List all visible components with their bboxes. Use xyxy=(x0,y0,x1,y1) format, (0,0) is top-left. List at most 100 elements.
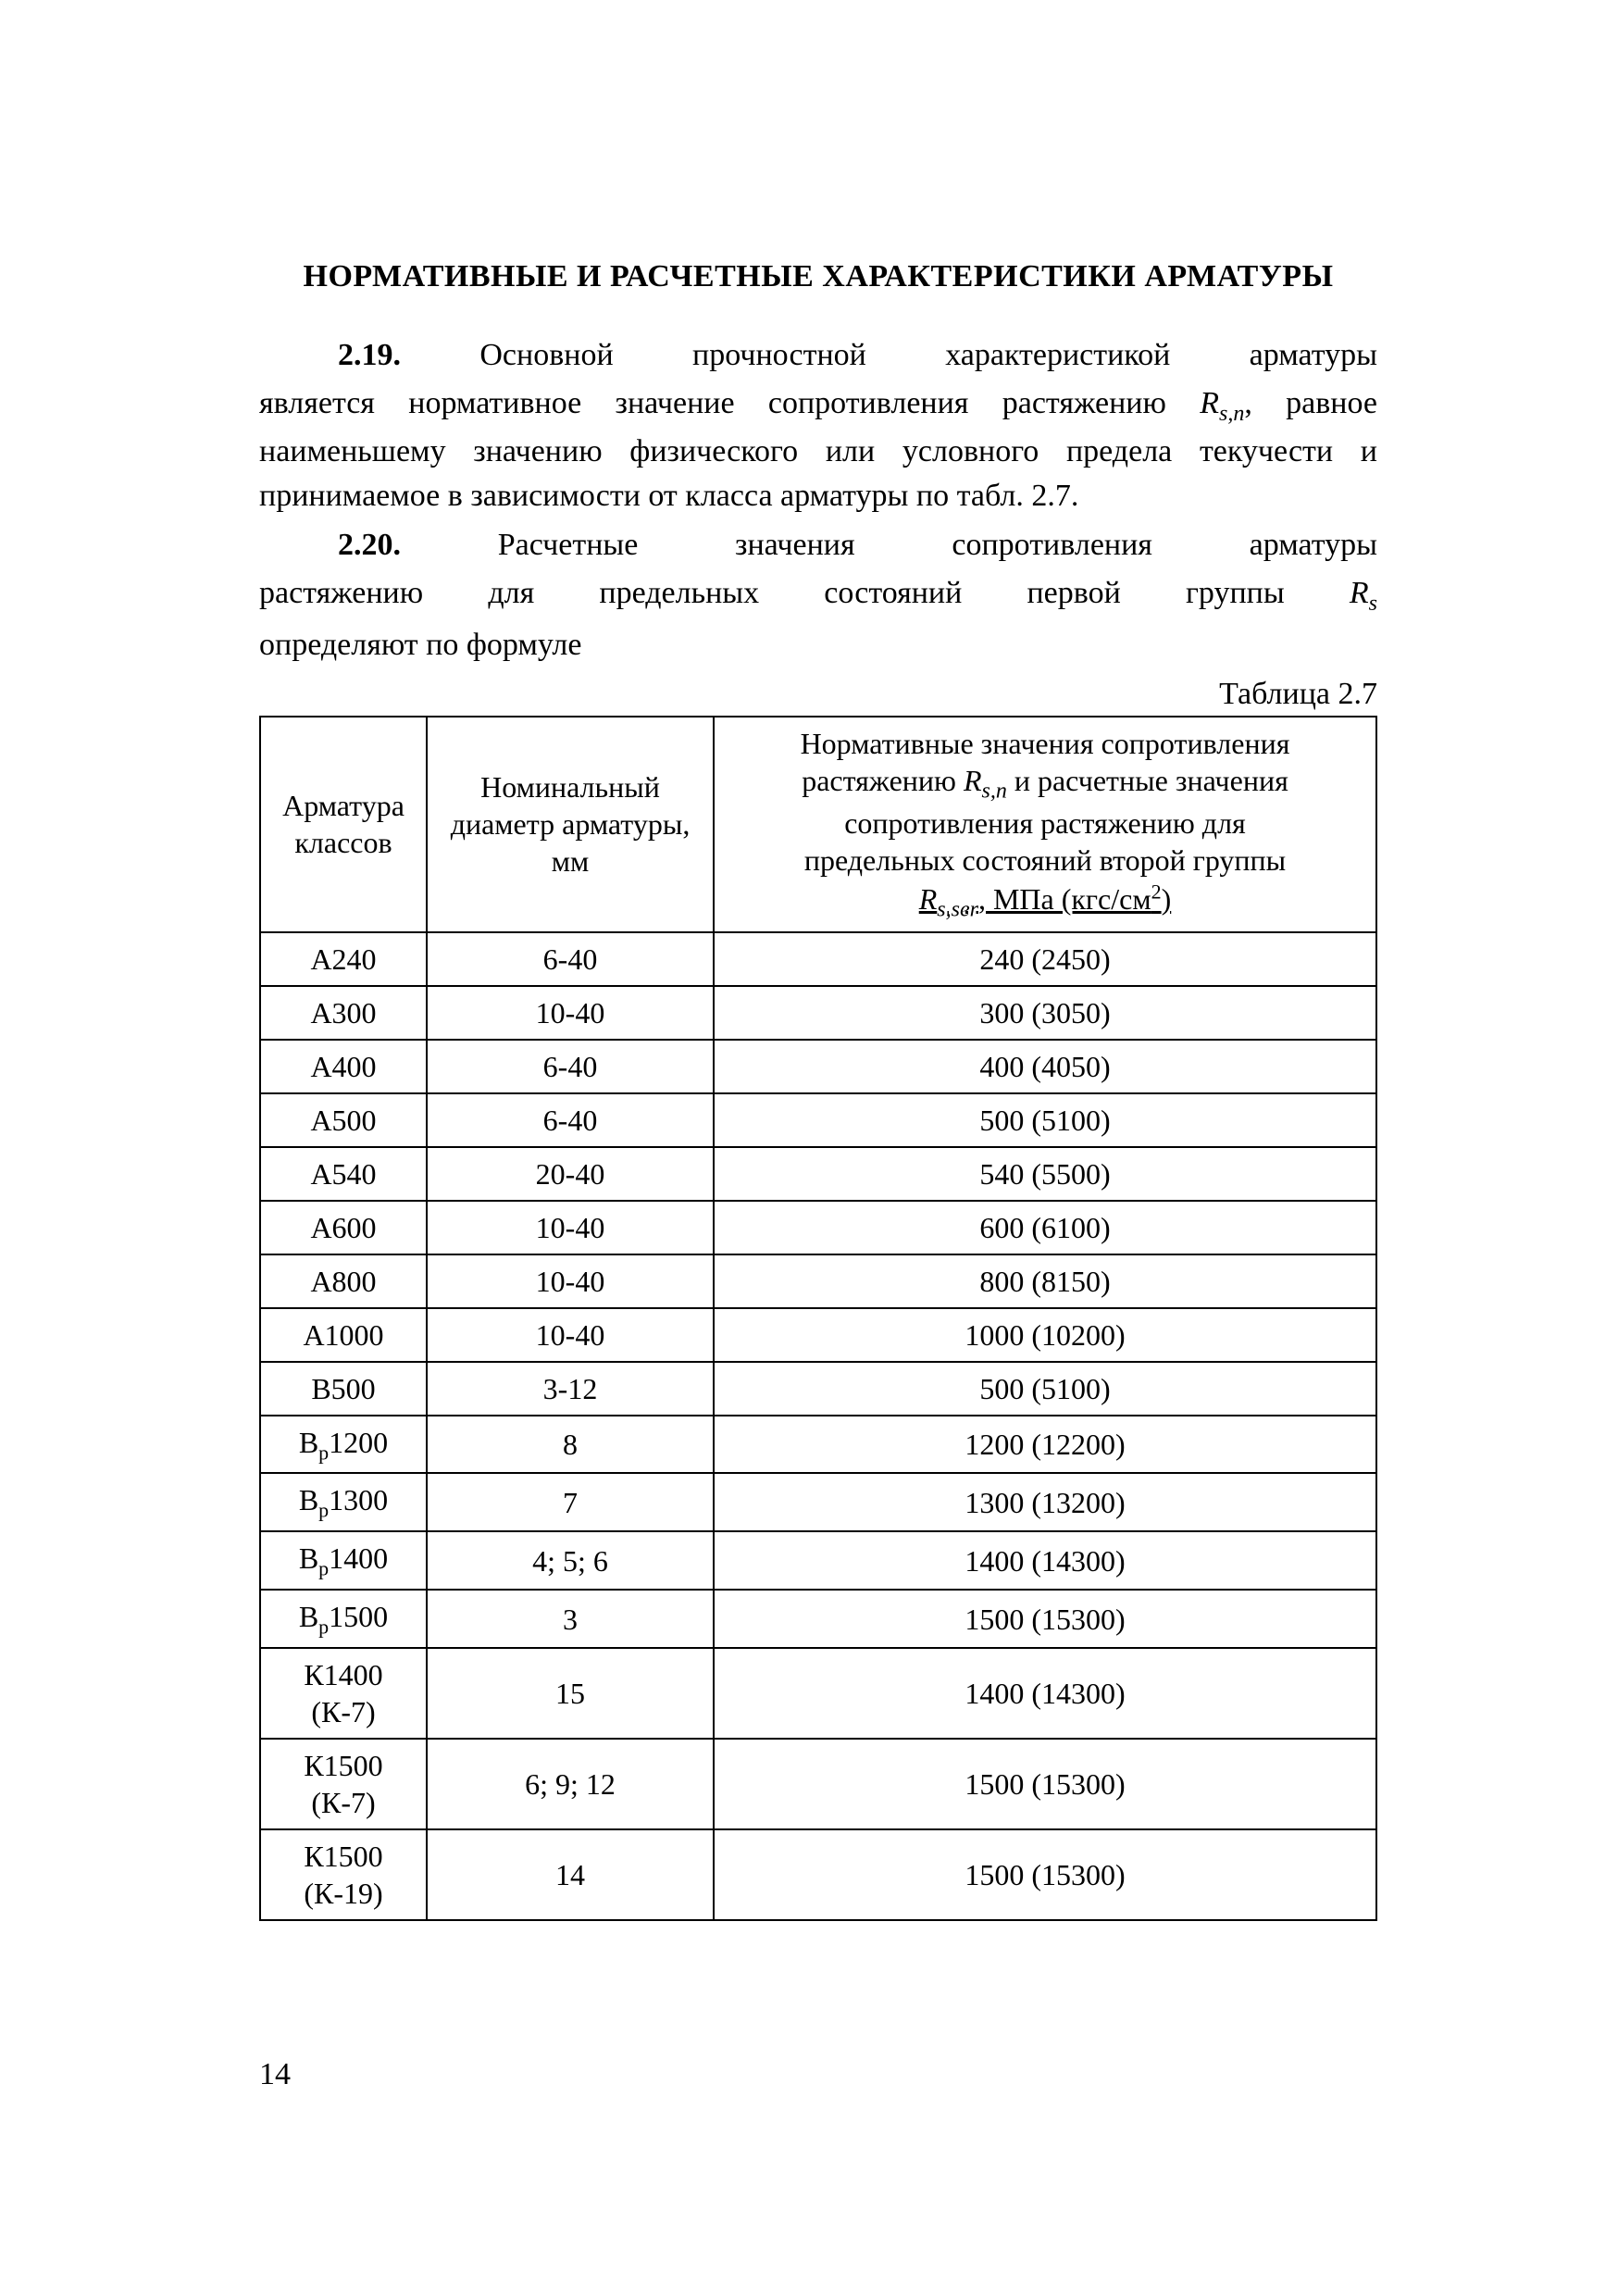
symbol-r: R xyxy=(964,764,982,797)
cell-class: К1500(К-7) xyxy=(260,1739,427,1829)
table-header-row: Арматура классов Номинальный диаметр арм… xyxy=(260,717,1376,931)
cell-diameter: 3 xyxy=(427,1590,714,1648)
cell-diameter: 10-40 xyxy=(427,1308,714,1362)
cell-diameter: 10-40 xyxy=(427,986,714,1040)
cell-diameter: 6-40 xyxy=(427,932,714,986)
page-number: 14 xyxy=(259,2057,291,2092)
table-row: К1500(К-19)141500 (15300) xyxy=(260,1829,1376,1920)
table-caption: Таблица 2.7 xyxy=(259,677,1377,712)
table-row: Bр120081200 (12200) xyxy=(260,1416,1376,1474)
table-row: A30010-40300 (3050) xyxy=(260,986,1376,1040)
cell-resistance: 500 (5100) xyxy=(714,1362,1376,1416)
table-row: B5003-12500 (5100) xyxy=(260,1362,1376,1416)
cell-resistance: 600 (6100) xyxy=(714,1201,1376,1254)
table-row: A80010-40800 (8150) xyxy=(260,1254,1376,1308)
symbol-sub: s,n xyxy=(981,779,1006,803)
cell-class: A600 xyxy=(260,1201,427,1254)
cell-resistance: 1400 (14300) xyxy=(714,1531,1376,1590)
reinforcement-table: Арматура классов Номинальный диаметр арм… xyxy=(259,716,1377,1921)
para-text: определяют по формуле xyxy=(259,628,581,662)
table-row: A4006-40400 (4050) xyxy=(260,1040,1376,1093)
table-header-class: Арматура классов xyxy=(260,717,427,931)
table-row: К1500(К-7)6; 9; 121500 (15300) xyxy=(260,1739,1376,1829)
cell-resistance: 800 (8150) xyxy=(714,1254,1376,1308)
header-line: , МПа (кгс/см xyxy=(978,882,1151,916)
cell-class: Bр1300 xyxy=(260,1473,427,1531)
cell-class: A400 xyxy=(260,1040,427,1093)
table-header-diameter: Номинальный диаметр арматуры, мм xyxy=(427,717,714,931)
table-row: A2406-40240 (2450) xyxy=(260,932,1376,986)
section-title: НОРМАТИВНЫЕ И РАСЧЕТНЫЕ ХАРАКТЕРИСТИКИ А… xyxy=(259,259,1377,294)
symbol-r: R xyxy=(1350,576,1369,610)
cell-resistance: 300 (3050) xyxy=(714,986,1376,1040)
cell-class: Bр1400 xyxy=(260,1531,427,1590)
cell-resistance: 240 (2450) xyxy=(714,932,1376,986)
cell-diameter: 10-40 xyxy=(427,1254,714,1308)
cell-diameter: 15 xyxy=(427,1648,714,1739)
cell-class: Bр1500 xyxy=(260,1590,427,1648)
symbol-r: R xyxy=(919,882,938,916)
cell-class: К1400(К-7) xyxy=(260,1648,427,1739)
table-row: A5006-40500 (5100) xyxy=(260,1093,1376,1147)
cell-diameter: 6-40 xyxy=(427,1093,714,1147)
cell-diameter: 14 xyxy=(427,1829,714,1920)
cell-diameter: 7 xyxy=(427,1473,714,1531)
cell-resistance: 540 (5500) xyxy=(714,1147,1376,1201)
cell-class: A500 xyxy=(260,1093,427,1147)
cell-class: A1000 xyxy=(260,1308,427,1362)
superscript: 2 xyxy=(1151,880,1162,903)
table-row: A60010-40600 (6100) xyxy=(260,1201,1376,1254)
cell-class: B500 xyxy=(260,1362,427,1416)
cell-diameter: 6; 9; 12 xyxy=(427,1739,714,1829)
cell-class: A300 xyxy=(260,986,427,1040)
table-header-resistance: Нормативные значения сопротивления растя… xyxy=(714,717,1376,931)
symbol-sub: s xyxy=(1369,592,1377,616)
cell-diameter: 10-40 xyxy=(427,1201,714,1254)
cell-resistance: 1000 (10200) xyxy=(714,1308,1376,1362)
cell-resistance: 1400 (14300) xyxy=(714,1648,1376,1739)
cell-resistance: 1500 (15300) xyxy=(714,1590,1376,1648)
para-text: является нормативное значение сопротивле… xyxy=(259,386,1200,420)
paragraph-2-19: 2.19. Основной прочностной характеристик… xyxy=(259,333,1377,378)
para-text: растяжению для предельных состояний перв… xyxy=(259,576,1350,610)
header-line: ) xyxy=(1162,882,1172,916)
table-row: Bр14004; 5; 61400 (14300) xyxy=(260,1531,1376,1590)
header-line: растяжению xyxy=(802,764,964,797)
cell-resistance: 400 (4050) xyxy=(714,1040,1376,1093)
table-row: A100010-401000 (10200) xyxy=(260,1308,1376,1362)
cell-resistance: 1200 (12200) xyxy=(714,1416,1376,1474)
symbol-sub: s,n xyxy=(1219,402,1244,426)
cell-class: К1500(К-19) xyxy=(260,1829,427,1920)
table-row: К1400(К-7)151400 (14300) xyxy=(260,1648,1376,1739)
header-line: и расчетные значения xyxy=(1007,764,1288,797)
cell-diameter: 6-40 xyxy=(427,1040,714,1093)
header-line: предельных состояний второй группы xyxy=(804,843,1286,877)
table-row: Bр130071300 (13200) xyxy=(260,1473,1376,1531)
cell-class: Bр1200 xyxy=(260,1416,427,1474)
table-row: Bр150031500 (15300) xyxy=(260,1590,1376,1648)
cell-class: A800 xyxy=(260,1254,427,1308)
cell-resistance: 500 (5100) xyxy=(714,1093,1376,1147)
cell-resistance: 1300 (13200) xyxy=(714,1473,1376,1531)
cell-diameter: 20-40 xyxy=(427,1147,714,1201)
header-line: сопротивления растяжению для xyxy=(844,806,1246,840)
header-line: Нормативные значения сопротивления xyxy=(801,727,1290,760)
cell-diameter: 4; 5; 6 xyxy=(427,1531,714,1590)
cell-resistance: 1500 (15300) xyxy=(714,1739,1376,1829)
para-num: 2.20. xyxy=(338,528,401,562)
symbol-r: R xyxy=(1200,386,1219,420)
cell-resistance: 1500 (15300) xyxy=(714,1829,1376,1920)
cell-class: A540 xyxy=(260,1147,427,1201)
cell-class: A240 xyxy=(260,932,427,986)
table-row: A54020-40540 (5500) xyxy=(260,1147,1376,1201)
paragraph-2-19-cont: является нормативное значение сопротивле… xyxy=(259,381,1377,518)
para-text: Расчетные значения сопротивления арматур… xyxy=(498,528,1377,562)
cell-diameter: 3-12 xyxy=(427,1362,714,1416)
para-num: 2.19. xyxy=(338,338,401,372)
cell-diameter: 8 xyxy=(427,1416,714,1474)
symbol-sub: s,ser xyxy=(937,898,978,922)
paragraph-2-20-end: определяют по формуле xyxy=(259,623,1377,668)
paragraph-2-20: 2.20. Расчетные значения сопротивления а… xyxy=(259,523,1377,568)
paragraph-2-20-cont: растяжению для предельных состояний перв… xyxy=(259,571,1377,619)
para-text: Основной прочностной характеристикой арм… xyxy=(479,338,1377,372)
